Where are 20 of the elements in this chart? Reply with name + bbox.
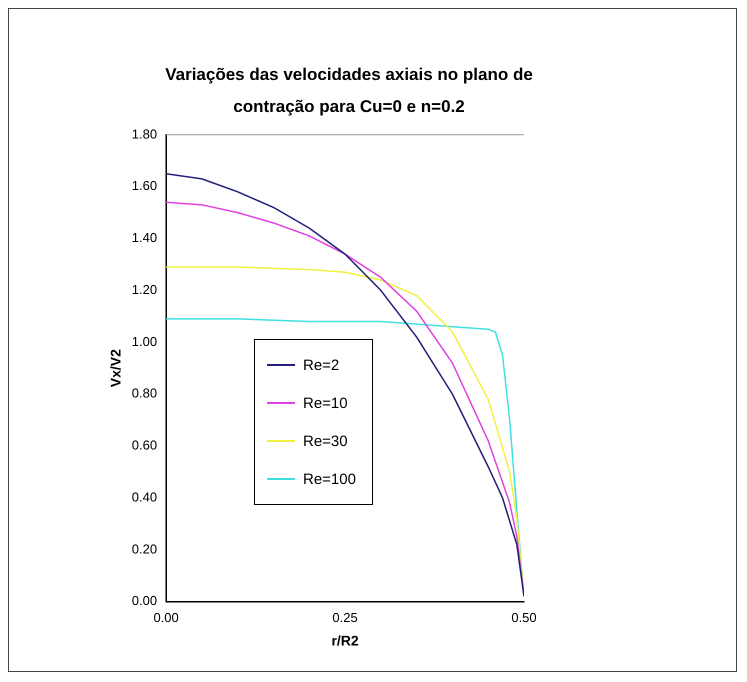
y-tick-label: 0.40 (132, 489, 158, 504)
y-axis-title: Vx/V2 (107, 348, 124, 388)
y-tick-label: 1.40 (132, 230, 158, 246)
y-tick-label: 0.20 (132, 541, 158, 556)
chart-title: Variações das velocidades axiais no plano de contração para Cu=0 e n=0.2 (164, 64, 534, 118)
legend-label: Re=30 (303, 432, 348, 450)
y-tick-label: 1.80 (132, 126, 158, 142)
legend-label: Re=10 (303, 394, 348, 412)
x-axis-title: r/R2 (331, 632, 359, 648)
y-tick-label: 1.20 (132, 282, 158, 297)
legend-label: Re=100 (303, 470, 356, 488)
y-tick-label: 1.60 (132, 178, 158, 194)
x-tick-label: 0.50 (511, 610, 537, 625)
legend-label: Re=2 (303, 356, 340, 374)
x-tick-label: 0.25 (332, 610, 358, 625)
x-tick-label: 0.00 (153, 610, 179, 625)
y-tick-label: 0.00 (132, 593, 158, 608)
y-tick-label: 0.80 (132, 386, 158, 401)
y-tick-label: 1.00 (132, 334, 158, 349)
y-tick-label: 0.60 (132, 438, 158, 453)
